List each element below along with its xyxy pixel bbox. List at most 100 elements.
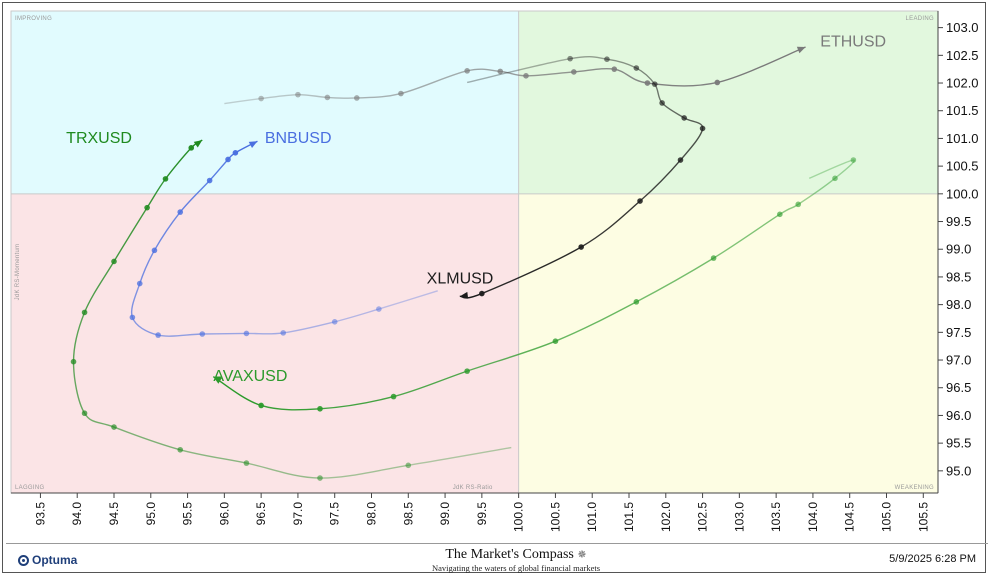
data-point (405, 462, 412, 469)
y-tick-label: 100.0 (946, 186, 979, 201)
series-line-segment (83, 261, 115, 313)
series-line-segment (83, 412, 115, 428)
y-tick-label: 96.5 (946, 380, 971, 395)
data-point (177, 446, 184, 453)
quadrant-lagging (11, 193, 519, 494)
x-tick-label: 101.5 (622, 502, 636, 532)
series-line-segment (481, 246, 582, 295)
data-point (177, 209, 184, 215)
series-line-segment (636, 257, 714, 303)
x-tick-label: 99.0 (438, 502, 452, 526)
data-point (376, 306, 382, 312)
series-label-ethusd: ETHUSD (820, 33, 886, 50)
data-point (710, 255, 717, 261)
y-tick-label: 101.5 (946, 103, 979, 118)
data-point (188, 145, 195, 151)
series-line-segment (246, 462, 321, 479)
y-tick-label: 102.5 (946, 48, 979, 63)
data-point (331, 319, 338, 325)
x-tick-label: 97.0 (291, 502, 305, 526)
y-tick-label: 102.0 (946, 76, 979, 91)
series-line-segment (319, 464, 409, 479)
x-tick-label: 95.0 (144, 502, 158, 526)
series-line-segment (224, 97, 262, 105)
quadrant-leading (518, 11, 938, 194)
data-point (795, 201, 802, 208)
series-line-segment (260, 404, 321, 411)
series-ethusd: ETHUSD (224, 33, 886, 105)
data-point (258, 402, 264, 409)
data-point (317, 475, 323, 481)
data-point (464, 368, 470, 374)
timestamp: 5/9/2025 6:28 PM (889, 553, 976, 565)
series-label-trxusd: TRXUSD (66, 130, 132, 147)
y-tick-label: 98.5 (946, 269, 971, 284)
series-line-segment (466, 57, 571, 84)
data-point (644, 80, 651, 86)
y-tick-label: 97.0 (946, 353, 971, 368)
x-tick-label: 100.0 (512, 502, 526, 532)
series-line-segment (393, 370, 468, 398)
x-tick-label: 96.0 (217, 502, 231, 526)
label-weakening: WEAKENING (895, 485, 934, 491)
arrow-head (459, 291, 469, 299)
y-tick-label: 98.0 (946, 297, 971, 312)
x-tick-label: 94.5 (107, 502, 121, 526)
series-avaxusd: AVAXUSD (212, 157, 857, 412)
series-label-avaxusd: AVAXUSD (213, 368, 287, 385)
data-point (317, 405, 323, 412)
data-point (832, 175, 838, 182)
x-tick-label: 100.5 (548, 502, 562, 532)
logo-text: Optuma (32, 553, 78, 567)
data-point (677, 157, 684, 163)
y-tick-label: 95.5 (946, 436, 971, 451)
y-tick-label: 96.0 (946, 408, 971, 423)
data-point (162, 176, 169, 182)
footer-bar: Optuma The Market's Compass ✵ Navigating… (6, 543, 988, 576)
y-axis-label: JdK RS-Momentum (15, 244, 21, 301)
x-tick-label: 98.5 (401, 502, 415, 526)
y-tick-label: 101.0 (946, 131, 979, 146)
arrow-head (193, 140, 203, 148)
data-point (81, 410, 88, 417)
data-point (578, 244, 584, 250)
data-point (129, 314, 136, 321)
label-improving: IMPROVING (15, 16, 52, 22)
x-tick-label: 102.5 (696, 502, 710, 532)
series-line-segment (113, 207, 148, 262)
y-tick-label: 99.5 (946, 214, 971, 229)
label-lagging: LAGGING (15, 485, 44, 491)
y-tick-label: 95.0 (946, 463, 971, 478)
x-tick-label: 104.5 (843, 502, 857, 532)
series-line-segment (319, 395, 394, 410)
brand-block: The Market's Compass ✵ Navigating the wa… (386, 547, 646, 573)
data-point (523, 73, 529, 79)
data-point (850, 157, 857, 163)
series-line-segment (153, 211, 181, 251)
data-point (258, 95, 264, 102)
data-point (136, 280, 143, 287)
x-tick-label: 98.0 (365, 502, 379, 526)
brand-title-text: The Market's Compass (445, 547, 574, 562)
series-line-segment (378, 290, 438, 310)
data-point (70, 358, 77, 365)
x-tick-label: 103.0 (732, 502, 746, 532)
x-tick-label: 97.5 (328, 502, 342, 526)
y-tick-label: 103.0 (946, 20, 979, 35)
data-point (206, 177, 213, 184)
data-point (353, 95, 360, 101)
data-point (611, 66, 618, 72)
series-line-segment (466, 340, 556, 372)
arrow-head (213, 376, 222, 384)
series-line-segment (246, 332, 284, 335)
x-tick-label: 104.0 (806, 502, 820, 532)
series-line-segment (400, 70, 468, 95)
data-point (714, 79, 721, 86)
data-point (280, 330, 287, 336)
data-point (479, 290, 485, 297)
series-line-segment (334, 308, 380, 323)
series-line-segment (283, 321, 335, 334)
data-point (81, 309, 88, 316)
x-axis-label: JdK RS-Ratio (453, 485, 493, 491)
data-point (225, 156, 231, 163)
